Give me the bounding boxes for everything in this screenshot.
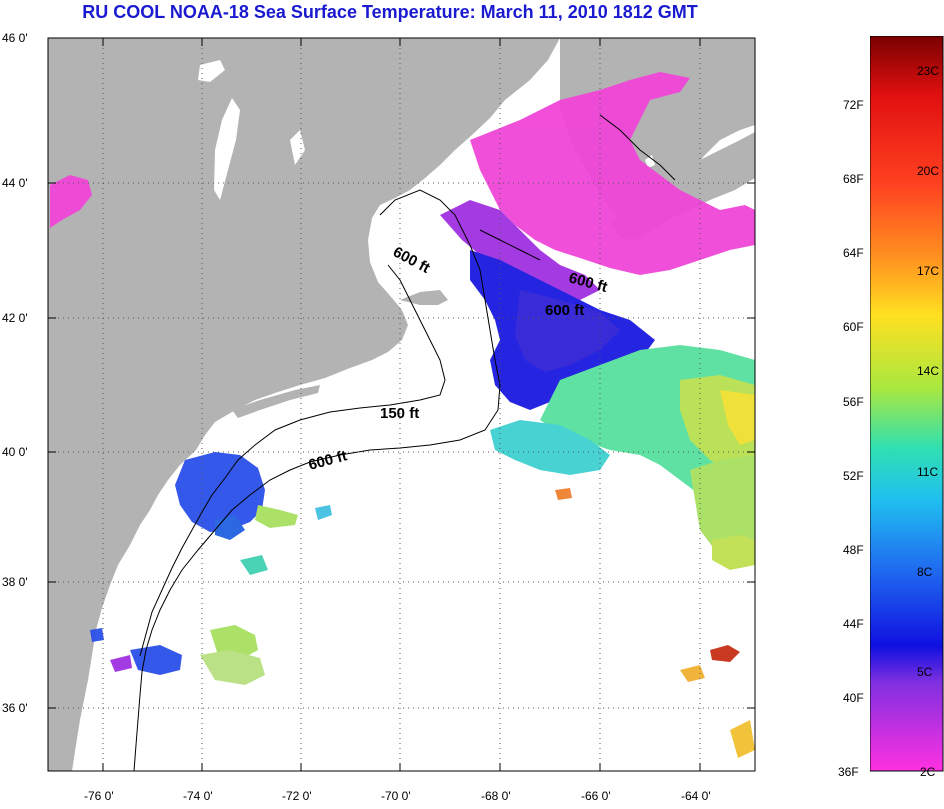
cb-label-f: 44F	[843, 617, 864, 631]
cb-label-c: 17C	[917, 264, 940, 278]
lat-label: 38 0'	[2, 575, 28, 589]
cb-label-f: 40F	[843, 691, 864, 705]
lat-label: 46 0'	[2, 31, 28, 45]
lat-label: 44 0'	[2, 176, 28, 190]
cb-label-c: 8C	[917, 565, 933, 579]
cb-label-c: 14C	[917, 364, 940, 378]
sst-data	[50, 72, 755, 758]
cb-label-c: 23C	[917, 64, 940, 78]
bathy-label: 600 ft	[545, 302, 584, 319]
lon-label: -64 0'	[681, 789, 711, 803]
lon-label: -72 0'	[282, 789, 312, 803]
frame-ticks	[48, 38, 755, 771]
cb-label-f: 60F	[843, 320, 864, 334]
cb-label-f: 48F	[843, 543, 864, 557]
lat-label: 42 0'	[2, 311, 28, 325]
bathy-label: 150 ft	[380, 405, 419, 422]
cb-label-f: 56F	[843, 395, 864, 409]
bathymetry-contours	[133, 114, 676, 772]
map-frame	[47, 37, 756, 772]
graticule	[48, 38, 755, 771]
cb-label-f: 36F	[838, 765, 859, 779]
cb-label-f: 68F	[843, 172, 864, 186]
lon-label: -76 0'	[84, 789, 114, 803]
lon-label: -66 0'	[581, 789, 611, 803]
cb-label-c: 20C	[917, 164, 940, 178]
lat-label: 36 0'	[2, 701, 28, 715]
colorbar	[870, 36, 944, 772]
cb-label-c: 5C	[917, 665, 933, 679]
cb-label-f: 52F	[843, 469, 864, 483]
map-title: RU COOL NOAA-18 Sea Surface Temperature:…	[82, 2, 698, 22]
lon-label: -68 0'	[481, 789, 511, 803]
lon-label: -70 0'	[381, 789, 411, 803]
lat-label: 40 0'	[2, 445, 28, 459]
cb-label-c: 11C	[917, 465, 939, 479]
lon-label: -74 0'	[183, 789, 213, 803]
cb-label-c: 2C	[920, 765, 936, 779]
cb-label-f: 64F	[843, 246, 864, 260]
cb-label-f: 72F	[843, 98, 864, 112]
